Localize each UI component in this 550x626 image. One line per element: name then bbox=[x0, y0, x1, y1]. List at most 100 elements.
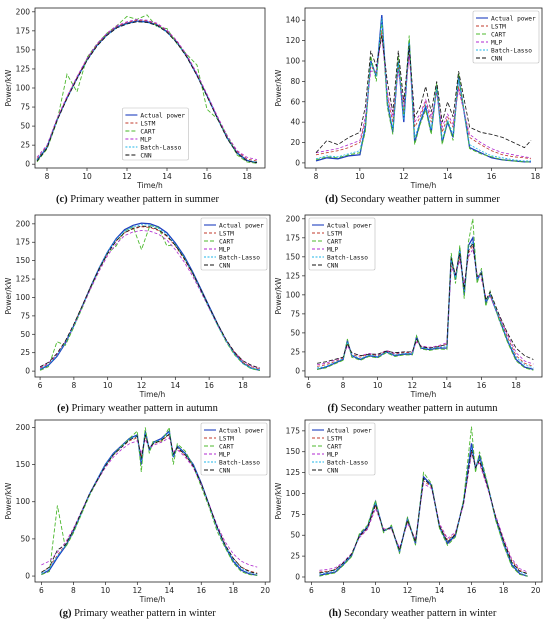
caption-h: (h) Secondary weather pattern in winter bbox=[275, 608, 550, 619]
series-line-cnn bbox=[317, 241, 534, 364]
chart-2: 6 8 10 12 14 16 18 0 25 50 75 100 125 150 175 200 Time/h… bbox=[4, 214, 271, 399]
y-tick-label: 100 bbox=[16, 84, 31, 93]
legend-label: Actual power bbox=[327, 427, 372, 434]
series-line-cnn bbox=[41, 433, 258, 575]
x-tick-label: 20 bbox=[531, 586, 541, 595]
caption-e-letter: (e) bbox=[57, 403, 69, 414]
x-tick-label: 10 bbox=[103, 381, 113, 390]
x-axis-label: Time/h bbox=[139, 595, 166, 604]
x-tick-label: 18 bbox=[531, 172, 541, 181]
x-tick-label: 10 bbox=[371, 586, 381, 595]
series-group bbox=[319, 426, 528, 577]
caption-e-text: Primary weather pattern in autumn bbox=[71, 403, 218, 414]
x-tick-label: 8 bbox=[71, 381, 76, 390]
y-tick-label: 50 bbox=[290, 328, 300, 337]
series-line-batch-lasso bbox=[315, 18, 531, 162]
y-tick-label: 175 bbox=[286, 233, 301, 242]
y-tick-label: 75 bbox=[20, 311, 30, 320]
y-tick-label: 125 bbox=[16, 64, 31, 73]
y-tick-label: 150 bbox=[16, 460, 31, 469]
y-tick-label: 75 bbox=[290, 510, 300, 519]
series-line-lstm bbox=[315, 30, 532, 160]
y-tick-label: 150 bbox=[16, 256, 31, 265]
legend-label: CART bbox=[491, 31, 506, 38]
x-tick-label: 6 bbox=[309, 586, 314, 595]
legend-label: Batch-Lasso bbox=[219, 254, 260, 261]
series-group bbox=[315, 15, 532, 163]
legend-label: CNN bbox=[219, 262, 230, 269]
legend-label: MLP bbox=[140, 136, 151, 143]
legend-box bbox=[308, 217, 376, 271]
y-tick-label: 125 bbox=[16, 275, 31, 284]
caption-c: (c) Primary weather pattern in summer bbox=[0, 194, 275, 205]
caption-g-letter: (g) bbox=[59, 608, 72, 619]
caption-f-text: Secondary weather pattern in autumn bbox=[340, 403, 498, 414]
series-line-cart bbox=[315, 20, 531, 163]
x-tick-label: 10 bbox=[101, 586, 111, 595]
y-tick-label: 200 bbox=[286, 214, 301, 223]
legend-label: CART bbox=[219, 238, 234, 245]
series-line-mlp bbox=[315, 35, 532, 159]
caption-c-letter: (c) bbox=[56, 194, 68, 205]
y-tick-label: 200 bbox=[16, 423, 31, 432]
y-tick-label: 175 bbox=[16, 26, 31, 35]
legend-label: Actual power bbox=[219, 427, 264, 434]
x-tick-label: 16 bbox=[196, 586, 206, 595]
y-tick-label: 50 bbox=[290, 531, 300, 540]
x-tick-label: 18 bbox=[228, 586, 238, 595]
y-tick-label: 150 bbox=[286, 447, 301, 456]
x-tick-label: 18 bbox=[499, 586, 509, 595]
y-tick-label: 125 bbox=[286, 271, 301, 280]
series-line-actual-power bbox=[315, 15, 531, 163]
chart-5: 6 8 10 12 14 16 18 20 0 25 50 75 100 125 150 175 Time/h P… bbox=[274, 419, 543, 604]
y-tick-label: 120 bbox=[286, 36, 301, 45]
caption-g-text: Primary weather pattern in winter bbox=[74, 608, 216, 619]
x-tick-label: 6 bbox=[38, 381, 43, 390]
caption-e: (e) Primary weather pattern in autumn bbox=[0, 403, 275, 414]
x-tick-label: 14 bbox=[442, 381, 452, 390]
x-tick-label: 18 bbox=[242, 172, 252, 181]
y-tick-label: 140 bbox=[286, 16, 301, 25]
legend-label: Actual power bbox=[491, 15, 536, 22]
x-tick-label: 14 bbox=[443, 172, 453, 181]
legend-label: Batch-Lasso bbox=[491, 47, 532, 54]
y-axis-label: Power/kW bbox=[274, 277, 283, 315]
legend-label: CNN bbox=[327, 467, 338, 474]
legend-label: Batch-Lasso bbox=[140, 144, 181, 151]
y-tick-label: 100 bbox=[16, 497, 31, 506]
y-tick-label: 50 bbox=[20, 330, 30, 339]
y-tick-label: 60 bbox=[290, 97, 300, 106]
y-tick-label: 25 bbox=[20, 348, 30, 357]
x-tick-label: 12 bbox=[122, 172, 132, 181]
y-tick-label: 75 bbox=[20, 103, 30, 112]
y-tick-label: 50 bbox=[20, 122, 30, 131]
legend-label: MLP bbox=[219, 451, 230, 458]
series-group bbox=[39, 222, 261, 372]
legend-label: MLP bbox=[491, 39, 502, 46]
x-tick-label: 12 bbox=[399, 172, 409, 181]
x-tick-label: 14 bbox=[171, 381, 181, 390]
legend-label: LSTM bbox=[327, 435, 342, 442]
y-tick-label: 100 bbox=[286, 489, 301, 498]
legend-label: CNN bbox=[219, 467, 230, 474]
series-line-mlp bbox=[36, 18, 258, 160]
y-tick-label: 25 bbox=[290, 347, 300, 356]
y-tick-label: 25 bbox=[20, 141, 30, 150]
series-group bbox=[36, 14, 258, 164]
x-tick-label: 8 bbox=[341, 381, 346, 390]
y-tick-label: 150 bbox=[286, 252, 301, 261]
series-line-cart bbox=[41, 425, 258, 576]
caption-f-letter: (f) bbox=[327, 403, 339, 414]
legend-label: LSTM bbox=[327, 230, 342, 237]
x-tick-label: 18 bbox=[511, 381, 521, 390]
legend-label: CART bbox=[327, 238, 342, 245]
x-tick-label: 12 bbox=[133, 586, 143, 595]
x-axis-label: Time/h bbox=[410, 390, 437, 399]
y-tick-label: 80 bbox=[290, 77, 300, 86]
x-tick-label: 6 bbox=[306, 381, 311, 390]
legend-label: LSTM bbox=[219, 230, 234, 237]
series-group bbox=[316, 218, 534, 371]
x-tick-label: 20 bbox=[260, 586, 270, 595]
series-group bbox=[41, 425, 258, 576]
